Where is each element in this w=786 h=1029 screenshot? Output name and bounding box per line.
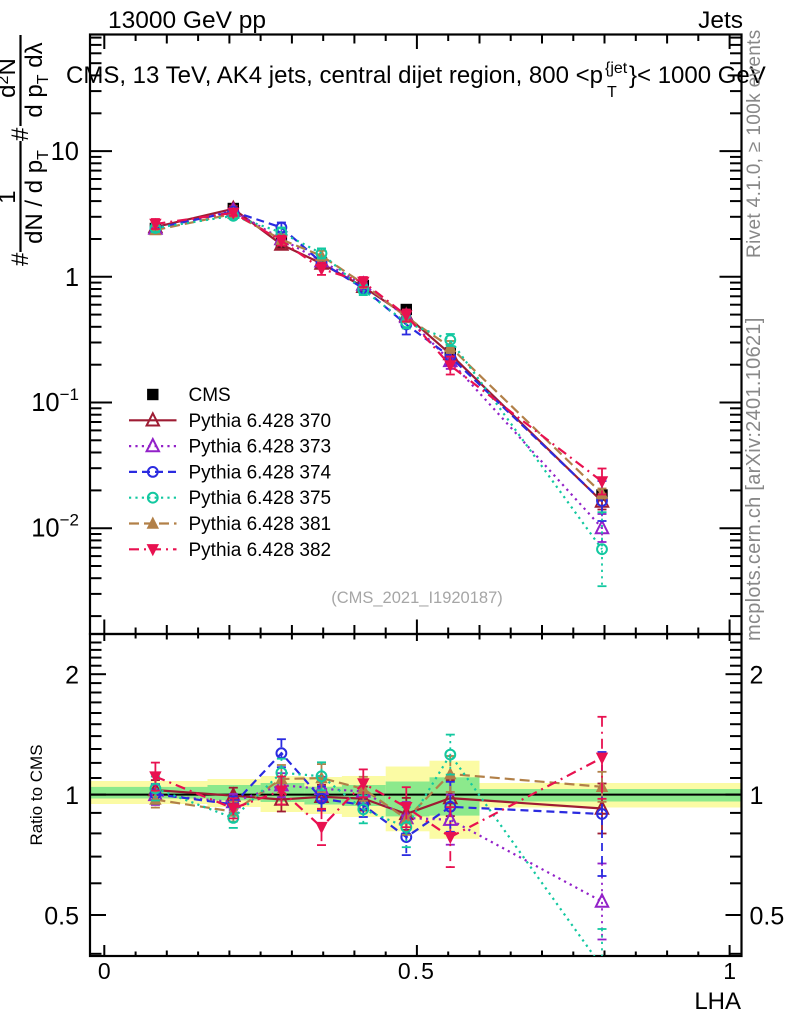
svg-text:1: 1 bbox=[750, 782, 764, 810]
svg-text:dN / d pT: dN / d pT bbox=[21, 150, 52, 244]
svg-text:Ratio to CMS: Ratio to CMS bbox=[27, 744, 46, 845]
svg-text:1: 1 bbox=[0, 190, 21, 203]
svg-text:Pythia 6.428 381: Pythia 6.428 381 bbox=[189, 514, 332, 535]
svg-text:0.5: 0.5 bbox=[398, 958, 436, 984]
svg-text:1: 1 bbox=[65, 264, 79, 292]
svg-text:Jets: Jets bbox=[698, 7, 743, 34]
svg-text:mcplots.cern.ch [arXiv:2401.10: mcplots.cern.ch [arXiv:2401.10621] bbox=[743, 317, 765, 641]
svg-text:10: 10 bbox=[51, 138, 79, 166]
svg-text:CMS, 13 TeV, AK4 jets, central: CMS, 13 TeV, AK4 jets, central dijet reg… bbox=[66, 62, 603, 89]
svg-text:1: 1 bbox=[723, 958, 736, 984]
svg-text:#: # bbox=[7, 252, 34, 266]
svg-text:13000 GeV pp: 13000 GeV pp bbox=[108, 7, 266, 34]
svg-text:T: T bbox=[607, 84, 617, 101]
svg-text:#: # bbox=[7, 127, 34, 141]
svg-text:Pythia 6.428 374: Pythia 6.428 374 bbox=[189, 462, 332, 483]
svg-text:0.5: 0.5 bbox=[44, 903, 79, 931]
svg-text:Pythia 6.428 382: Pythia 6.428 382 bbox=[189, 540, 332, 561]
svg-text:2: 2 bbox=[750, 662, 764, 690]
svg-text:2: 2 bbox=[65, 662, 79, 690]
svg-text:CMS: CMS bbox=[189, 385, 231, 406]
svg-text:{jet: {jet bbox=[605, 60, 628, 77]
svg-text:Pythia 6.428 373: Pythia 6.428 373 bbox=[189, 437, 332, 458]
svg-text:0.5: 0.5 bbox=[750, 903, 785, 931]
svg-text:Pythia 6.428 375: Pythia 6.428 375 bbox=[189, 488, 332, 509]
svg-text:1: 1 bbox=[65, 782, 79, 810]
svg-text:0: 0 bbox=[98, 958, 111, 984]
svg-text:Pythia 6.428 370: Pythia 6.428 370 bbox=[189, 411, 332, 432]
svg-text:}< 1000 GeV: }< 1000 GeV bbox=[629, 62, 766, 89]
svg-text:d2N: d2N bbox=[0, 58, 21, 98]
svg-text:(CMS_2021_I1920187): (CMS_2021_I1920187) bbox=[331, 589, 503, 607]
svg-text:LHA: LHA bbox=[694, 988, 741, 1015]
svg-text:d pT dλ: d pT dλ bbox=[21, 42, 52, 117]
svg-text:Rivet 4.1.0, ≥ 100k events: Rivet 4.1.0, ≥ 100k events bbox=[744, 29, 765, 258]
